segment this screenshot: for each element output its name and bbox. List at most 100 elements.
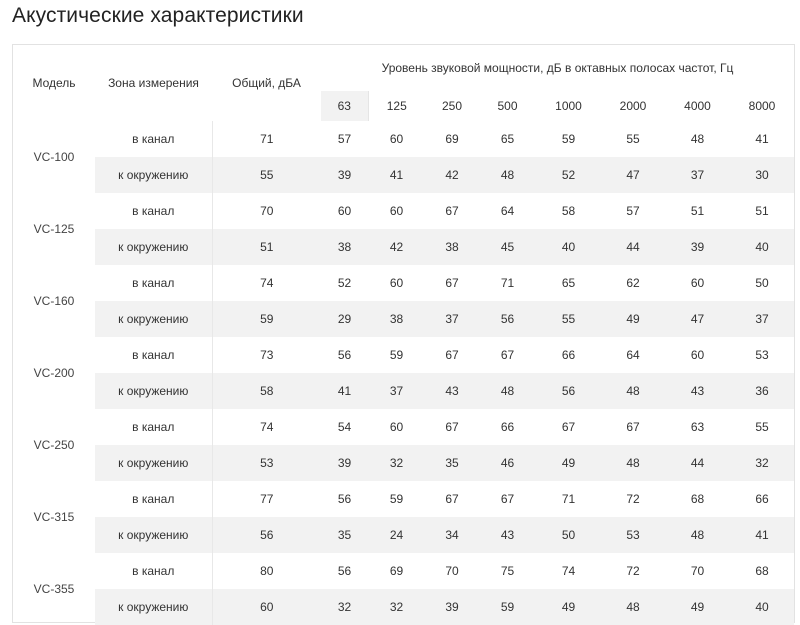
table-row: к окружению 51 38 42 38 45 40 44 39 40 — [13, 229, 794, 265]
freq-value-250: 42 — [425, 157, 479, 193]
freq-value-2000: 49 — [601, 301, 665, 337]
zone-cell: в канал — [132, 420, 175, 434]
total-dba-cell: 73 — [211, 337, 321, 373]
freq-value-125: 60 — [389, 204, 404, 218]
header-freq-250: 250 — [441, 99, 463, 113]
total-dba-cell: 53 — [211, 445, 321, 481]
freq-value-250: 39 — [425, 589, 479, 625]
freq-value-500: 43 — [479, 517, 536, 553]
model-name: VC-250 — [33, 438, 75, 452]
total-dba-cell: 74 — [211, 265, 321, 301]
freq-value-2000: 48 — [601, 373, 665, 409]
freq-value-1000: 74 — [561, 564, 576, 578]
freq-value-63: 38 — [321, 229, 368, 265]
freq-value-63: 56 — [337, 492, 352, 506]
freq-value-63: 29 — [321, 301, 368, 337]
total-dba-cell: 59 — [211, 301, 321, 337]
header-freq-125: 125 — [367, 91, 425, 121]
freq-value-8000: 55 — [755, 420, 769, 434]
freq-value-500: 67 — [500, 348, 515, 362]
freq-value-250: 38 — [425, 229, 479, 265]
freq-value-125: 59 — [389, 492, 404, 506]
freq-value-2000: 62 — [626, 276, 640, 290]
table-row: VC-315 в канал 77 56 59 67 67 71 72 68 66 — [13, 481, 794, 524]
page-title: Акустические характеристики — [12, 4, 304, 27]
freq-value-125: 37 — [368, 373, 425, 409]
zone-cell: к окружению — [95, 229, 212, 265]
freq-value-63: 57 — [337, 132, 352, 146]
zone-cell: к окружению — [95, 445, 212, 481]
freq-value-4000: 48 — [665, 517, 730, 553]
freq-value-4000: 60 — [690, 348, 705, 362]
freq-value-125: 42 — [368, 229, 425, 265]
table-row: VC-160 в канал 74 52 60 67 71 65 62 60 50 — [13, 265, 794, 308]
model-name: VC-160 — [33, 294, 75, 308]
freq-value-500: 66 — [500, 420, 515, 434]
freq-value-125: 60 — [389, 132, 404, 146]
table-row: к окружению 58 41 37 43 48 56 48 43 36 — [13, 373, 794, 409]
freq-value-8000: 36 — [730, 373, 794, 409]
frequency-header-row: 63 125 250 500 1000 2000 4000 8000 — [13, 91, 794, 121]
freq-value-63: 52 — [337, 276, 352, 290]
freq-value-125: 69 — [389, 564, 404, 578]
freq-value-125: 60 — [389, 276, 404, 290]
table-row: к окружению 60 32 32 39 59 49 48 49 40 — [13, 589, 794, 625]
header-frequency-group: Уровень звуковой мощности, дБ в октавных… — [381, 61, 734, 75]
table-row: VC-200 в канал 73 56 59 67 67 66 64 60 53 — [13, 337, 794, 380]
model-name: VC-100 — [33, 150, 75, 164]
freq-value-8000: 41 — [755, 132, 769, 146]
freq-value-500: 75 — [500, 564, 515, 578]
freq-value-125: 32 — [368, 445, 425, 481]
freq-value-2000: 57 — [626, 204, 640, 218]
freq-value-1000: 56 — [536, 373, 601, 409]
freq-value-63: 60 — [337, 204, 352, 218]
model-name: VC-125 — [33, 222, 75, 236]
freq-value-1000: 40 — [536, 229, 601, 265]
freq-value-8000: 50 — [755, 276, 769, 290]
zone-cell: в канал — [132, 132, 175, 146]
freq-value-8000: 40 — [730, 589, 794, 625]
freq-value-63: 39 — [321, 157, 368, 193]
zone-cell: в канал — [132, 204, 175, 218]
freq-value-4000: 44 — [665, 445, 730, 481]
freq-value-1000: 55 — [536, 301, 601, 337]
freq-value-63: 56 — [337, 348, 352, 362]
freq-value-2000: 53 — [601, 517, 665, 553]
freq-value-1000: 66 — [561, 348, 576, 362]
freq-value-4000: 43 — [665, 373, 730, 409]
freq-value-8000: 30 — [730, 157, 794, 193]
freq-value-2000: 44 — [601, 229, 665, 265]
freq-value-2000: 48 — [601, 589, 665, 625]
freq-value-125: 41 — [368, 157, 425, 193]
model-name: VC-355 — [33, 582, 75, 596]
total-dba-cell: 70 — [211, 193, 321, 229]
zone-cell: в канал — [132, 564, 175, 578]
table-row: к окружению 53 39 32 35 46 49 48 44 32 — [13, 445, 794, 481]
zone-cell: к окружению — [95, 373, 212, 409]
header-freq-63: 63 — [321, 91, 368, 121]
freq-value-1000: 50 — [536, 517, 601, 553]
table-row: VC-125 в канал 70 60 60 67 64 58 57 51 51 — [13, 193, 794, 236]
header-freq-500: 500 — [497, 99, 518, 113]
table-row: VC-355 в канал 80 56 69 70 75 74 72 70 68 — [13, 553, 794, 596]
freq-value-250: 67 — [445, 492, 459, 506]
freq-value-500: 67 — [500, 492, 515, 506]
total-dba-cell: 60 — [211, 589, 321, 625]
zone-cell: к окружению — [95, 517, 212, 553]
total-dba-cell: 77 — [211, 481, 321, 517]
freq-value-1000: 59 — [561, 132, 576, 146]
freq-value-1000: 49 — [536, 589, 601, 625]
freq-value-4000: 70 — [690, 564, 705, 578]
freq-value-250: 67 — [445, 204, 459, 218]
table-row: к окружению 59 29 38 37 56 55 49 47 37 — [13, 301, 794, 337]
freq-value-8000: 53 — [755, 348, 769, 362]
freq-value-2000: 55 — [626, 132, 640, 146]
freq-value-2000: 48 — [601, 445, 665, 481]
total-dba-cell: 55 — [211, 157, 321, 193]
freq-value-4000: 68 — [690, 492, 705, 506]
total-dba-cell: 51 — [211, 229, 321, 265]
zone-cell: в канал — [132, 348, 175, 362]
freq-value-4000: 49 — [665, 589, 730, 625]
freq-value-1000: 67 — [561, 420, 576, 434]
freq-value-250: 67 — [445, 420, 459, 434]
